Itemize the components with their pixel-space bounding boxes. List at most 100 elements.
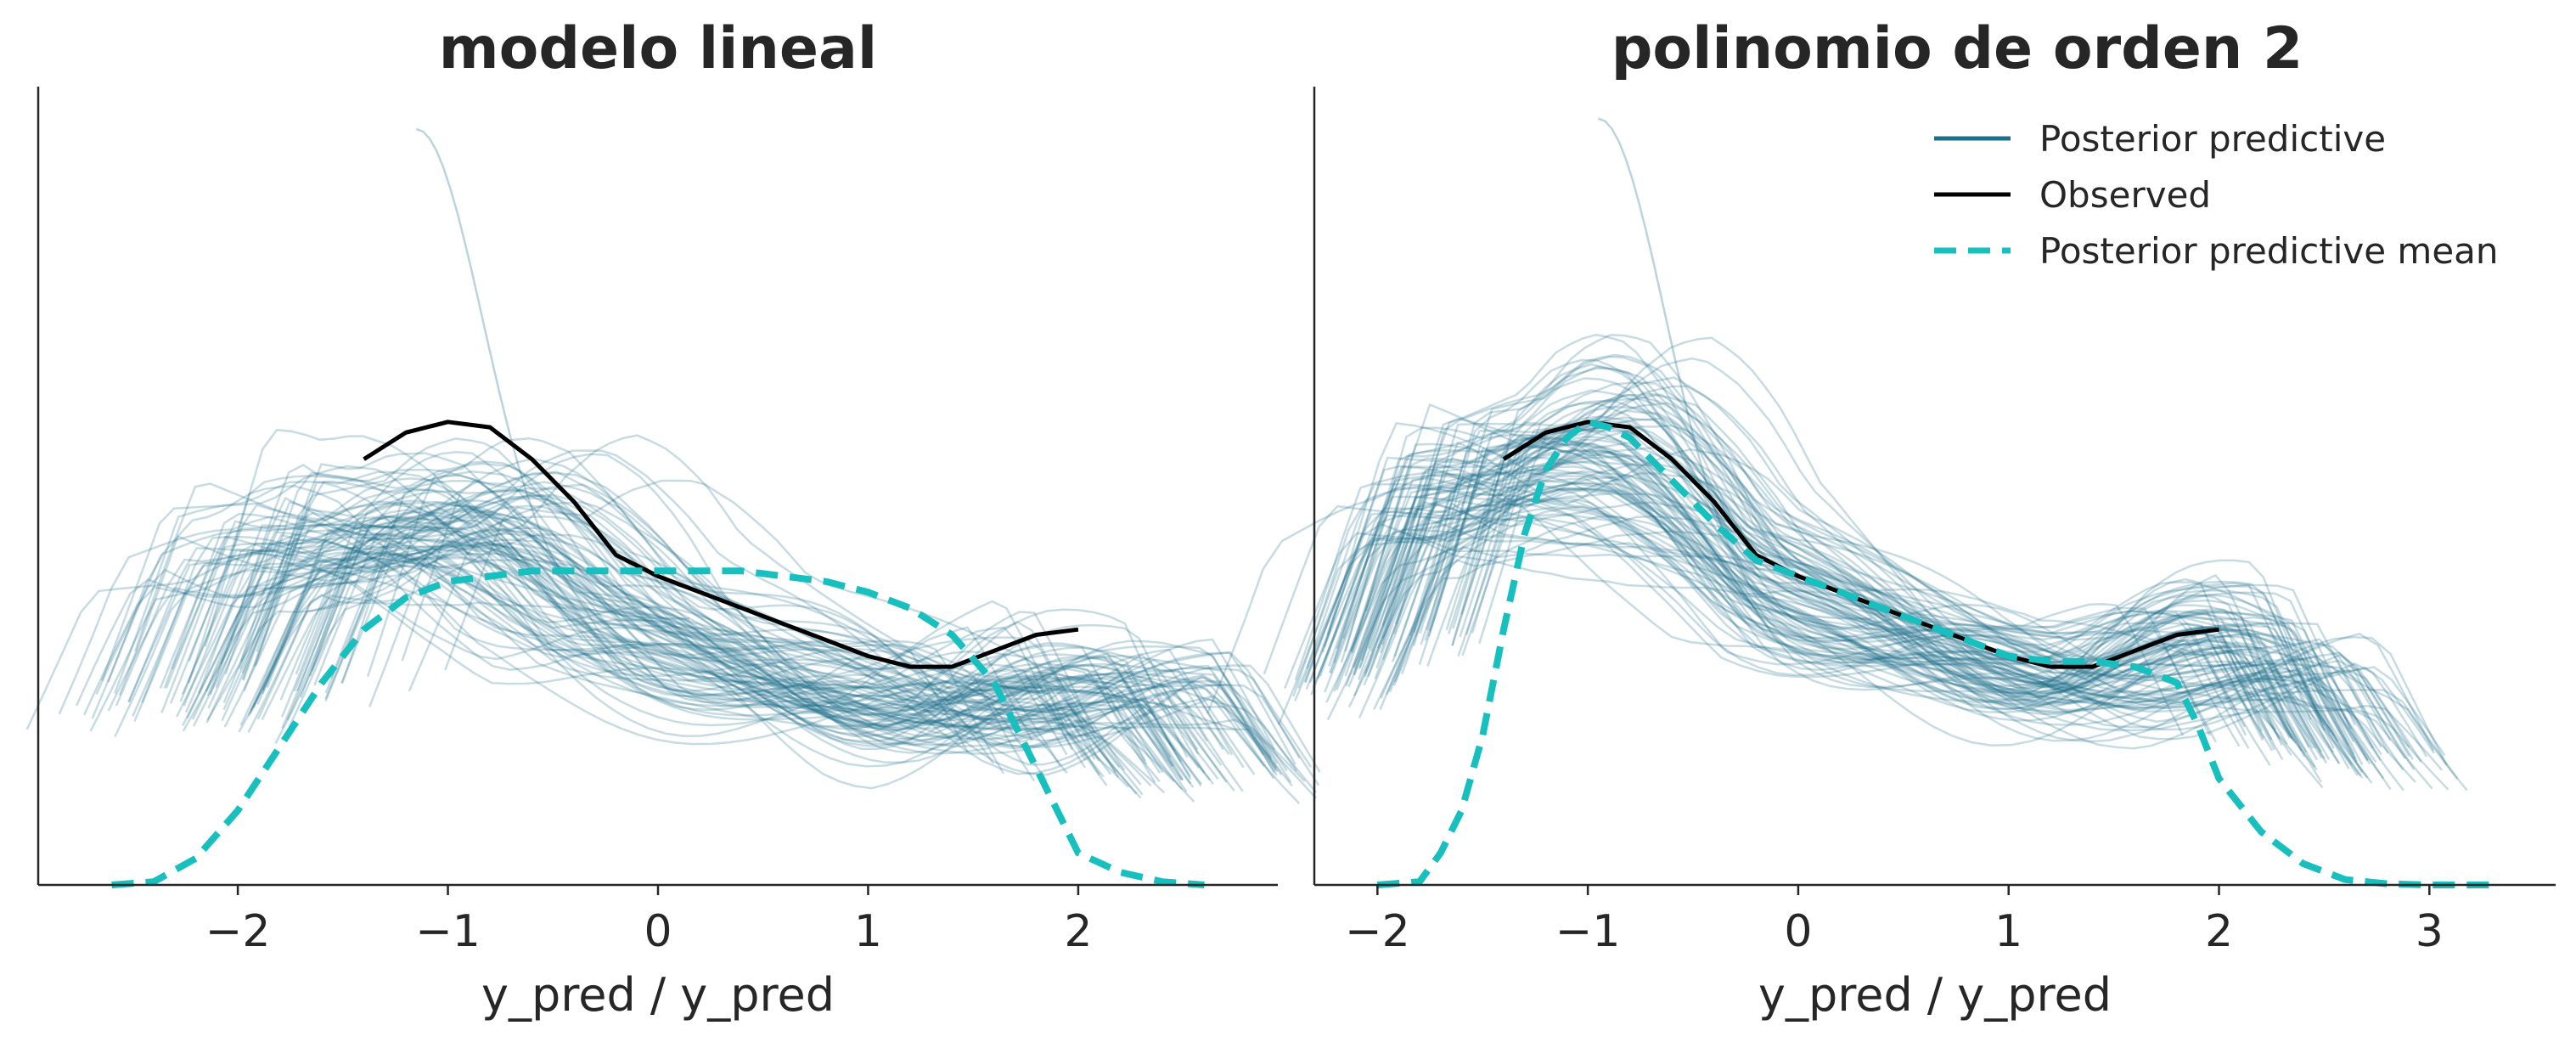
x-axis-label: y_pred / y_pred: [1758, 968, 2112, 1022]
posterior-predictive-curve: [1321, 425, 2250, 749]
posterior-predictive-curve: [1277, 499, 2468, 792]
posterior-predictive-curve: [1413, 367, 2325, 726]
posterior-predictive-curve: [191, 499, 1112, 775]
posterior-predictive-curve: [1353, 471, 2284, 761]
posterior-predictive-curve: [1420, 454, 2310, 748]
x-tick-label: 0: [644, 906, 672, 957]
posterior-predictive-curve: [169, 541, 1164, 774]
posterior-predictive-curve: [1370, 462, 2340, 764]
posterior-predictive-curve: [1350, 442, 2274, 752]
posterior-predictive-curve: [222, 510, 1126, 771]
posterior-predictive-curve: [1372, 516, 2410, 750]
posterior-predictive-curve: [1460, 424, 2357, 759]
posterior-predictive-curve: [1364, 503, 2449, 791]
posterior-predictive-curve: [1392, 385, 2277, 730]
posterior-predictive-curve: [1336, 532, 2362, 776]
posterior-predictive-curve: [1357, 517, 2373, 784]
posterior-predictive-curve: [1345, 508, 2404, 792]
posterior-predictive-curve: [366, 437, 1176, 752]
posterior-predictive-curve: [186, 544, 1211, 781]
panel-modelo-lineal: modelo lineal −2 −1 0 1 2 y_pred / y_pred: [25, 15, 1321, 1022]
posterior-predictive-curve: [114, 481, 1068, 756]
posterior-predictive-curve: [1376, 457, 2283, 747]
posterior-predictive-curve: [295, 453, 1278, 764]
posterior-predictive-curve: [1206, 474, 2322, 783]
posterior-predictive-curve: [249, 548, 1279, 773]
x-tick-label: 1: [854, 906, 882, 957]
posterior-predictive-curve: [1292, 487, 2392, 791]
legend: Posterior predictive Observed Posterior …: [1934, 118, 2499, 272]
posterior-predictive-curve: [219, 496, 1192, 785]
posterior-predictive-curve: [293, 494, 1288, 772]
posterior-predictive-curve: [1297, 475, 2414, 760]
posterior-predictive-curve: [75, 552, 1152, 787]
panel-polinomio-de-orden-2: polinomio de orden 2 −2 −1 0 1 2 3 y_pred / y…: [1206, 15, 2556, 1022]
posterior-predictive-curve: [176, 503, 1277, 771]
posterior-predictive-curve: [1367, 470, 2276, 751]
posterior-predictive-curve: [1333, 513, 2359, 776]
posterior-predictive-curve: [95, 550, 1129, 788]
posterior-predictive-curve: [1263, 483, 2364, 779]
posterior-predictive-curve: [1304, 523, 2444, 771]
x-tick-label: 2: [1064, 906, 1092, 957]
posterior-predictive-curve: [1294, 444, 2273, 741]
posterior-predictive-curve: [1393, 399, 2349, 747]
posterior-predictive-curve: [1382, 502, 2416, 783]
posterior-predictive-curve: [1360, 363, 2281, 740]
posterior-predictive-curve: [127, 525, 1048, 781]
posterior-predictive-curve: [188, 487, 1004, 775]
posterior-predictive-curve: [1319, 474, 2406, 759]
posterior-predictive-curve: [182, 474, 1224, 751]
posterior-predictive-curve: [324, 449, 1199, 751]
axes-layer: [1313, 87, 2556, 887]
posterior-predictive-curve: [255, 470, 1073, 751]
posterior-predictive-curve: [1452, 381, 2323, 724]
posterior-predictive-curve: [1326, 422, 2359, 763]
posterior-predictive-curve: [198, 524, 1146, 762]
posterior-predictive-curve: [181, 501, 1278, 776]
posterior-predictive-curve: [324, 554, 1318, 799]
posterior-predictive-curve: [415, 127, 690, 620]
posterior-predictive-curve: [1310, 442, 2314, 749]
posterior-predictive-curve: [205, 547, 1215, 785]
posterior-predictive-curve: [1353, 506, 2459, 780]
posterior-predictive-curve: [1312, 497, 2422, 763]
posterior-predictive-curve: [281, 499, 1275, 774]
posterior-predictive-curve: [368, 504, 1230, 766]
posterior-predictive-curve: [1336, 377, 2265, 739]
posterior-predictive-curve: [261, 533, 1298, 772]
posterior-predictive-curve: [134, 482, 1036, 782]
posterior-predictive-curve: [1325, 451, 2435, 752]
posterior-predictive-curve: [115, 551, 1142, 799]
posterior-predictive-curve: [165, 477, 1087, 769]
posterior-predictive-curve: [163, 512, 1061, 766]
posterior-predictive-curve: [247, 552, 1318, 793]
posterior-predictive-curve: [1429, 357, 2356, 726]
x-tick-label: 1: [1994, 906, 2022, 957]
legend-label: Observed: [2039, 174, 2211, 216]
x-tick-label: −2: [1345, 906, 1410, 957]
x-tick-label: 0: [1784, 906, 1812, 957]
posterior-predictive-curve: [243, 513, 1235, 792]
posterior-predictive-curve: [256, 494, 1301, 759]
posterior-predictive-curve: [1358, 427, 2355, 755]
posterior-predictive-curve: [206, 555, 1195, 803]
posterior-predictive-curve: [311, 457, 1200, 755]
posterior-predictive-curve: [1358, 438, 2375, 749]
posterior-predictive-curve: [1305, 487, 2341, 765]
posterior-predictive-curve: [1459, 392, 2217, 743]
posterior-predictive-curve: [206, 529, 1265, 775]
posterior-predictive-curve: [1367, 442, 2410, 758]
panel-title: polinomio de orden 2: [1611, 15, 2303, 82]
x-tick-label: 2: [2205, 906, 2233, 957]
posterior-predictive-curve: [215, 533, 1195, 788]
posterior-predictive-curve: [100, 465, 970, 753]
posterior-predictive-curve: [286, 489, 1234, 756]
posterior-predictive-curve: [247, 527, 1175, 783]
posterior-predictive-curve: [1471, 406, 2294, 741]
posterior-predictive-curve: [253, 470, 1189, 758]
posterior-predictive-curve: [238, 527, 1272, 776]
posterior-predictive-curve: [256, 452, 1033, 741]
x-tick-label: 3: [2416, 906, 2444, 957]
